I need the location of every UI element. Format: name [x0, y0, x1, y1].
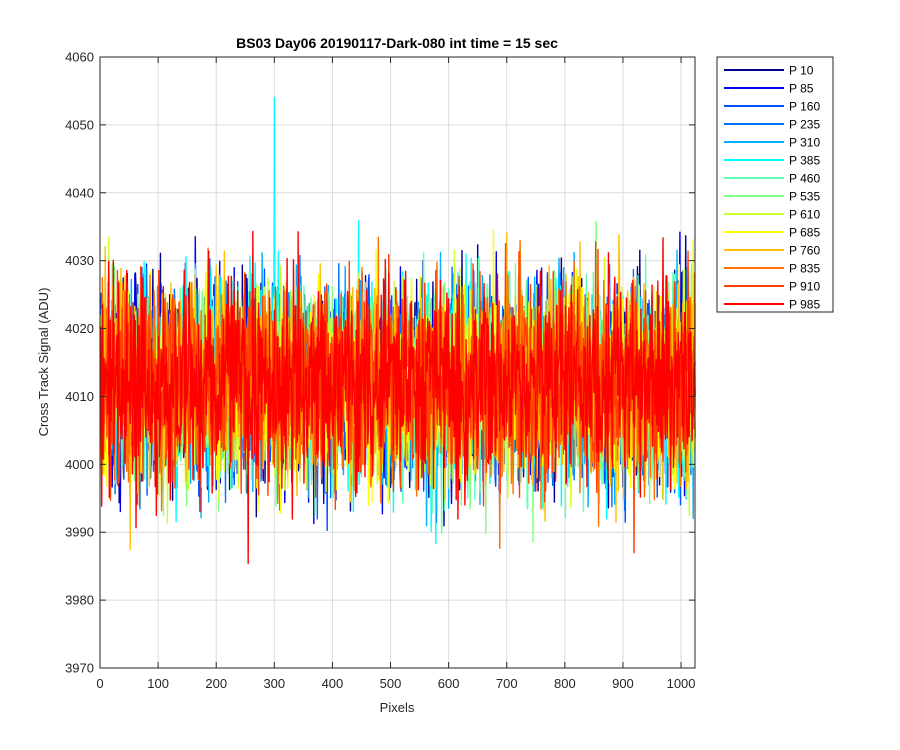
legend-label: P 460 — [789, 172, 820, 186]
x-tick-label: 800 — [554, 676, 576, 691]
y-tick-label: 4050 — [65, 117, 94, 132]
legend-label: P 985 — [789, 298, 820, 312]
y-tick-label: 3980 — [65, 593, 94, 608]
y-tick-label: 3990 — [65, 525, 94, 540]
x-tick-label: 700 — [496, 676, 518, 691]
legend-label: P 910 — [789, 280, 820, 294]
y-tick-label: 4000 — [65, 457, 94, 472]
x-tick-label: 0 — [96, 676, 103, 691]
y-tick-label: 4040 — [65, 185, 94, 200]
legend-label: P 385 — [789, 154, 820, 168]
x-tick-label: 600 — [438, 676, 460, 691]
x-tick-label: 200 — [205, 676, 227, 691]
x-tick-label: 300 — [263, 676, 285, 691]
x-tick-label: 1000 — [667, 676, 696, 691]
legend-label: P 235 — [789, 118, 820, 132]
legend-label: P 610 — [789, 208, 820, 222]
legend-label: P 760 — [789, 244, 820, 258]
legend: P 10 P 85 P 160 P 235 P 310 P 385 P 460 P 535 P … — [716, 56, 834, 313]
x-tick-label: 100 — [147, 676, 169, 691]
legend-items: P 10 P 85 P 160 P 235 P 310 P 385 P 460 P 535 P … — [724, 64, 820, 312]
axis-ticks: 0 100 200 300 400 500 600 700 800 900 1000 3970 3980… — [65, 50, 695, 692]
x-tick-label: 500 — [380, 676, 402, 691]
y-tick-label: 3970 — [65, 661, 94, 676]
x-tick-label: 400 — [322, 676, 344, 691]
x-tick-label: 900 — [612, 676, 634, 691]
x-axis-label: Pixels — [380, 700, 415, 715]
legend-label: P 685 — [789, 226, 820, 240]
y-axis-label: Cross Track Signal (ADU) — [36, 288, 51, 437]
chart-title: BS03 Day06 20190117-Dark-080 int time = … — [236, 35, 558, 51]
y-tick-label: 4060 — [65, 50, 94, 65]
series-line-p985 — [99, 230, 696, 565]
legend-label: P 835 — [789, 262, 820, 276]
legend-label: P 85 — [789, 82, 814, 96]
series-layer — [99, 97, 696, 565]
legend-label: P 535 — [789, 190, 820, 204]
y-tick-label: 4020 — [65, 321, 94, 336]
legend-box — [716, 56, 834, 313]
y-tick-label: 4030 — [65, 253, 94, 268]
y-tick-label: 4010 — [65, 389, 94, 404]
legend-label: P 310 — [789, 136, 820, 150]
axes-box — [99, 56, 696, 669]
legend-label: P 160 — [789, 100, 820, 114]
legend-label: P 10 — [789, 64, 814, 78]
